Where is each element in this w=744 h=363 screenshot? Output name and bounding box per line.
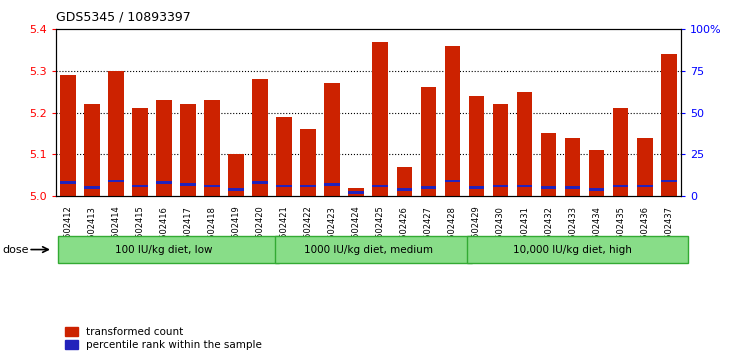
- Bar: [108, 180, 124, 182]
- Bar: [228, 154, 244, 196]
- Bar: [132, 185, 148, 187]
- Bar: [661, 54, 676, 196]
- Text: dose: dose: [2, 245, 29, 254]
- Bar: [445, 46, 461, 196]
- Bar: [132, 109, 148, 196]
- Bar: [493, 185, 508, 187]
- Bar: [252, 182, 268, 184]
- Bar: [373, 42, 388, 196]
- Bar: [60, 75, 76, 196]
- FancyBboxPatch shape: [58, 236, 279, 264]
- Bar: [613, 185, 629, 187]
- Bar: [228, 188, 244, 191]
- Bar: [517, 92, 533, 196]
- Bar: [637, 138, 652, 196]
- Text: 100 IU/kg diet, low: 100 IU/kg diet, low: [115, 245, 213, 254]
- Text: 1000 IU/kg diet, medium: 1000 IU/kg diet, medium: [304, 245, 433, 254]
- Text: GDS5345 / 10893397: GDS5345 / 10893397: [56, 11, 190, 24]
- Bar: [276, 117, 292, 196]
- Bar: [420, 187, 436, 189]
- Bar: [565, 187, 580, 189]
- Bar: [180, 183, 196, 185]
- Bar: [276, 185, 292, 187]
- Bar: [613, 109, 629, 196]
- Bar: [108, 71, 124, 196]
- Bar: [324, 183, 340, 185]
- Bar: [445, 180, 461, 182]
- FancyBboxPatch shape: [275, 236, 472, 264]
- Bar: [204, 100, 220, 196]
- Bar: [637, 185, 652, 187]
- Bar: [84, 187, 100, 189]
- Bar: [180, 104, 196, 196]
- Legend: transformed count, percentile rank within the sample: transformed count, percentile rank withi…: [61, 323, 266, 354]
- Bar: [84, 104, 100, 196]
- Bar: [156, 182, 172, 184]
- Bar: [565, 138, 580, 196]
- Bar: [589, 150, 604, 196]
- FancyBboxPatch shape: [466, 236, 688, 264]
- Bar: [397, 188, 412, 191]
- Bar: [301, 185, 316, 187]
- Bar: [373, 185, 388, 187]
- Bar: [301, 129, 316, 196]
- Bar: [589, 188, 604, 191]
- Bar: [252, 79, 268, 196]
- Bar: [60, 182, 76, 184]
- Bar: [397, 167, 412, 196]
- Bar: [204, 185, 220, 187]
- Bar: [493, 104, 508, 196]
- Bar: [661, 180, 676, 182]
- Bar: [469, 187, 484, 189]
- Bar: [541, 134, 557, 196]
- Bar: [348, 188, 364, 196]
- Bar: [469, 96, 484, 196]
- Bar: [420, 87, 436, 196]
- Bar: [348, 191, 364, 194]
- Bar: [541, 187, 557, 189]
- Bar: [324, 83, 340, 196]
- Text: 10,000 IU/kg diet, high: 10,000 IU/kg diet, high: [513, 245, 632, 254]
- Bar: [517, 185, 533, 187]
- Bar: [156, 100, 172, 196]
